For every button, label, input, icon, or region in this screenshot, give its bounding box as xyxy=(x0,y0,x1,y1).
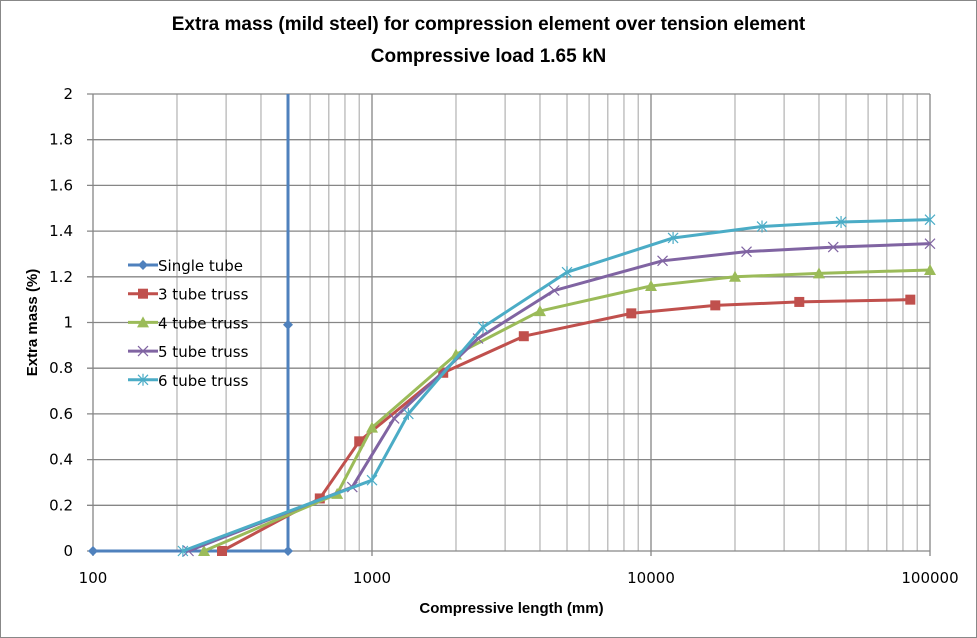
legend-item-5-tube-truss: 5 tube truss xyxy=(128,343,249,361)
series-3-tube-truss xyxy=(217,294,916,556)
y-tick-label: 0.6 xyxy=(49,405,73,423)
data-point-single-tube xyxy=(283,546,294,556)
data-point-5-tube-truss xyxy=(548,285,560,296)
data-point-6-tube-truss xyxy=(667,231,679,244)
data-point-6-tube-truss xyxy=(835,215,847,228)
legend: Single tube 3 tube truss 4 tube truss 5 tub… xyxy=(128,257,249,390)
x-tick-label: 100000 xyxy=(901,569,958,587)
y-tick-label: 1.4 xyxy=(49,222,73,240)
data-point-3-tube-truss xyxy=(217,546,228,556)
data-point-5-tube-truss xyxy=(741,246,752,258)
data-point-3-tube-truss xyxy=(354,436,365,447)
data-point-3-tube-truss xyxy=(710,300,721,311)
legend-marker xyxy=(137,345,149,357)
data-point-4-tube-truss xyxy=(645,279,657,291)
legend-item-single-tube: Single tube xyxy=(128,257,243,275)
legend-item-3-tube-truss: 3 tube truss xyxy=(128,286,249,304)
data-point-single-tube xyxy=(283,319,294,330)
series-group xyxy=(88,94,936,557)
data-point-5-tube-truss xyxy=(388,413,400,424)
y-tick-label: 1.8 xyxy=(49,131,73,149)
data-point-5-tube-truss xyxy=(827,241,839,253)
data-point-4-tube-truss xyxy=(366,421,378,433)
data-point-4-tube-truss xyxy=(812,267,825,279)
series-line-3-tube-truss xyxy=(221,298,911,553)
data-point-5-tube-truss xyxy=(657,255,668,267)
series-6-tube-truss xyxy=(177,213,936,557)
legend-item-6-tube-truss: 6 tube truss xyxy=(128,372,249,390)
legend-label: 6 tube truss xyxy=(158,372,249,390)
data-point-6-tube-truss xyxy=(561,266,573,279)
x-tick-label: 10000 xyxy=(627,569,675,587)
data-point-4-tube-truss xyxy=(728,270,741,282)
x-axis-label: Compressive length (mm) xyxy=(419,600,603,617)
legend-marker xyxy=(137,373,149,386)
y-tick-label: 1 xyxy=(63,314,73,332)
y-axis-ticks: 0 0.2 0.4 0.6 0.8 1 1.2 1.4 1.6 1.8 2 xyxy=(49,85,73,560)
y-axis-label: Extra mass (%) xyxy=(24,269,41,377)
legend-marker xyxy=(138,288,148,299)
chart-subtitle: Compressive load 1.65 kN xyxy=(370,46,607,67)
data-point-single-tube xyxy=(88,546,98,556)
legend-marker xyxy=(138,260,148,270)
data-point-3-tube-truss xyxy=(626,308,637,319)
chart-title: Extra mass (mild steel) for compression … xyxy=(171,14,806,35)
legend-label: 5 tube truss xyxy=(158,343,249,361)
x-axis-ticks: 100 1000 10000 100000 xyxy=(79,569,959,587)
data-point-3-tube-truss xyxy=(518,331,529,342)
legend-label: Single tube xyxy=(158,257,243,275)
data-point-6-tube-truss xyxy=(477,321,489,334)
legend-label: 3 tube truss xyxy=(158,286,249,304)
y-tick-label: 1.2 xyxy=(49,268,73,286)
data-point-6-tube-truss xyxy=(756,220,768,233)
data-point-5-tube-truss xyxy=(924,238,936,250)
data-point-4-tube-truss xyxy=(198,545,211,556)
y-tick-label: 0.8 xyxy=(49,359,73,377)
data-point-6-tube-truss xyxy=(177,545,189,557)
data-point-6-tube-truss xyxy=(924,213,936,226)
data-point-3-tube-truss xyxy=(794,296,805,307)
y-tick-label: 0.4 xyxy=(49,451,73,469)
legend-marker xyxy=(137,316,149,328)
data-point-6-tube-truss xyxy=(366,474,378,487)
data-point-4-tube-truss xyxy=(533,305,546,317)
data-point-6-tube-truss xyxy=(402,407,414,420)
x-tick-label: 100 xyxy=(79,569,108,587)
data-point-4-tube-truss xyxy=(924,263,936,275)
y-tick-label: 0.2 xyxy=(49,496,73,514)
y-tick-label: 1.6 xyxy=(49,176,73,194)
x-tick-label: 1000 xyxy=(353,569,391,587)
y-tick-label: 0 xyxy=(63,542,73,560)
data-point-3-tube-truss xyxy=(905,294,916,305)
legend-label: 4 tube truss xyxy=(158,314,249,332)
series-4-tube-truss xyxy=(198,263,936,556)
legend-item-4-tube-truss: 4 tube truss xyxy=(128,314,249,332)
y-tick-label: 2 xyxy=(63,85,73,103)
